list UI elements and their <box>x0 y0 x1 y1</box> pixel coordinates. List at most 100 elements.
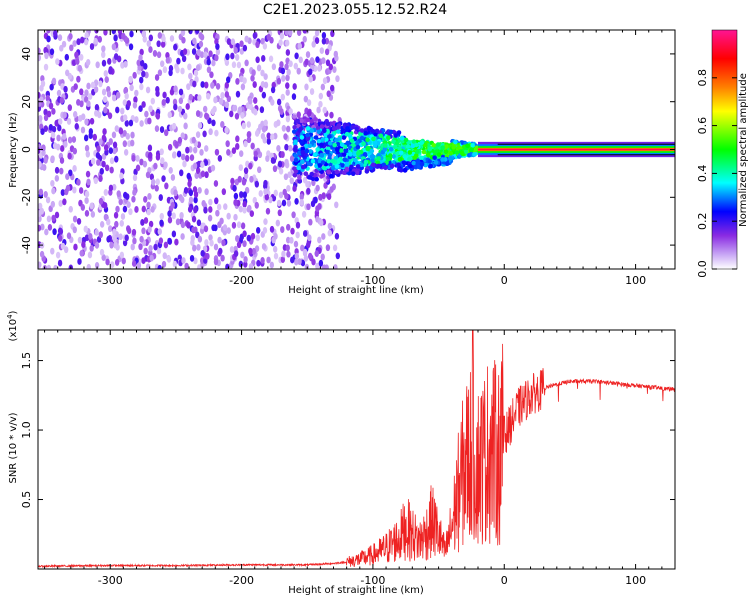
heatmap-cell <box>200 161 205 168</box>
heatmap-cell <box>440 145 446 150</box>
heatmap-cell <box>321 32 327 39</box>
heatmap-cell <box>250 74 255 82</box>
heatmap-cell <box>46 110 52 118</box>
heatmap-cell <box>123 191 128 199</box>
heatmap-cell <box>280 256 286 263</box>
heatmap-cell <box>285 89 290 96</box>
heatmap-cell <box>273 232 278 240</box>
heatmap-cell <box>154 184 159 192</box>
heatmap-cell <box>38 54 42 62</box>
heatmap-cell <box>232 104 238 112</box>
heatmap-cell <box>123 114 128 122</box>
heatmap-cell <box>333 264 338 269</box>
heatmap-cell <box>84 31 89 39</box>
heatmap-cell <box>139 76 144 84</box>
heatmap-cell <box>180 196 185 204</box>
heatmap-cell <box>98 138 103 146</box>
heatmap-cell <box>470 143 476 148</box>
heatmap-cell <box>73 243 78 251</box>
heatmap-cell <box>242 206 247 214</box>
heatmap-cell <box>206 58 211 66</box>
heatmap-cell <box>65 69 70 77</box>
heatmap-cell <box>295 221 301 229</box>
heatmap-cell <box>319 142 324 148</box>
heatmap-cell <box>243 172 249 180</box>
snr-xtick-label: -300 <box>98 574 123 587</box>
heatmap-cell <box>263 81 269 89</box>
heatmap-cell <box>278 167 284 175</box>
heatmap-cell <box>262 42 268 50</box>
heatmap-cell <box>112 147 117 155</box>
heatmap-cell <box>324 48 330 56</box>
heatmap-cell <box>289 155 295 163</box>
heatmap-cell <box>408 163 413 169</box>
heatmap-cell <box>291 114 297 119</box>
heatmap-cell <box>427 159 432 164</box>
heatmap-cell <box>419 155 424 161</box>
heatmap-cell <box>421 149 427 155</box>
heatmap-cell <box>106 235 111 243</box>
heatmap-cell <box>235 90 241 98</box>
heatmap-cell <box>187 63 192 71</box>
heatmap-cell <box>132 174 138 182</box>
heatmap-cell <box>435 142 441 147</box>
heatmap-cell <box>178 88 184 96</box>
heatmap-cell <box>299 193 304 201</box>
heatmap-cell <box>165 51 170 59</box>
heatmap-cell <box>304 263 310 269</box>
heatmap-cell <box>40 75 45 82</box>
heatmap-cell <box>344 161 350 167</box>
heatmap-cell <box>371 136 376 142</box>
heatmap-cell <box>193 191 199 198</box>
spectrogram-ylabel: Frequency (Hz) <box>8 112 19 188</box>
heatmap-cell <box>330 84 335 92</box>
heatmap-cell <box>265 155 270 162</box>
heatmap-cell <box>164 182 169 190</box>
heatmap-cell <box>78 187 84 194</box>
heatmap-cell <box>242 200 247 208</box>
heatmap-cell <box>114 155 119 163</box>
colorbar-ticks: 0.0 0.2 0.4 0.6 0.8 <box>696 69 737 278</box>
heatmap-cell <box>54 166 60 174</box>
heatmap-cell <box>72 111 78 118</box>
heatmap-cell <box>186 172 191 180</box>
heatmap-cell <box>160 157 165 165</box>
heatmap-cell <box>322 77 328 85</box>
heatmap-cell <box>135 164 141 172</box>
heatmap-cell <box>293 157 299 163</box>
colorbar-tick-label: 0.0 <box>696 260 709 278</box>
heatmap-cell <box>73 83 78 91</box>
heatmap-cell <box>296 67 301 75</box>
heatmap-cell <box>394 141 400 146</box>
heatmap-cell <box>59 44 64 52</box>
heatmap-cell <box>157 264 162 269</box>
heatmap-cell <box>262 226 268 234</box>
heatmap-cell <box>302 248 308 256</box>
heatmap-cell <box>335 252 341 260</box>
heatmap-cell <box>309 57 315 64</box>
heatmap-cell <box>156 51 162 59</box>
heatmap-cell <box>238 260 244 268</box>
heatmap-cell <box>38 115 43 122</box>
heatmap-cell <box>332 66 337 73</box>
heatmap-cell <box>72 226 77 234</box>
heatmap-cell <box>306 203 311 211</box>
heatmap-cell <box>220 92 225 99</box>
heatmap-cell <box>286 199 292 207</box>
heatmap-cell <box>185 146 190 154</box>
heatmap-cell <box>204 239 209 246</box>
heatmap-cell <box>309 119 314 124</box>
heatmap-cell <box>174 238 179 246</box>
heatmap-cell <box>286 223 291 231</box>
heatmap-cell <box>204 171 209 179</box>
heatmap-cell <box>41 149 46 156</box>
heatmap-cell <box>291 211 296 219</box>
heatmap-cell <box>87 251 93 259</box>
heatmap-cell <box>114 125 119 133</box>
heatmap-cell <box>180 132 185 140</box>
heatmap-cell <box>114 220 119 228</box>
heatmap-cell <box>103 144 109 152</box>
colorbar-tick-label: 0.2 <box>696 212 709 230</box>
heatmap-cell <box>326 169 332 175</box>
heatmap-cell <box>285 236 291 244</box>
